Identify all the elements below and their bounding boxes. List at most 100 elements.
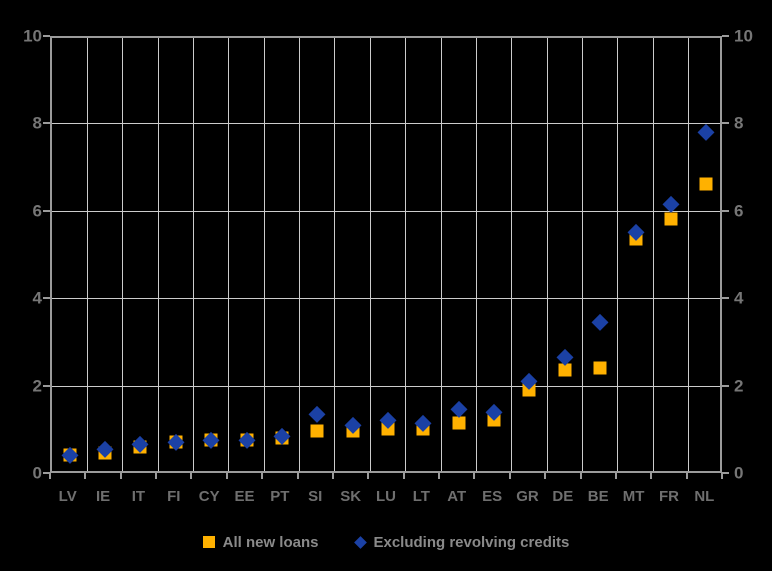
x-tick-label: BE [587,488,609,505]
x-tick-label: LU [376,488,396,505]
y-tick-label-left: 8 [32,113,42,133]
data-point-square [310,424,324,438]
y-tick-label-right: 0 [734,463,744,483]
x-tick-label: FR [658,488,679,505]
gridline-v [334,38,336,471]
gridline-h [52,385,720,387]
y-axis-tick-left [43,209,50,212]
x-axis-tick [438,473,441,479]
gridline-v [617,38,619,471]
data-point-square [593,361,607,375]
x-axis-tick [261,473,264,479]
x-tick-label: SI [308,488,323,505]
x-tick-label: ES [482,488,503,505]
y-axis-tick-left [43,122,50,125]
x-axis-tick [84,473,87,479]
x-axis-tick [190,473,193,479]
diamond-marker-icon [354,535,368,549]
data-point-diamond [309,405,326,422]
gridline-v [369,38,371,471]
y-axis-tick-right [722,472,729,474]
gridline-v [157,38,159,471]
y-axis-tick-left [43,297,50,300]
x-tick-label: MT [622,488,645,505]
x-axis-tick [544,473,547,479]
chart-legend: All new loans Excluding revolving credit… [0,531,772,553]
x-axis-tick [367,473,370,479]
x-axis-tick [685,473,688,479]
x-axis-tick [508,473,511,479]
gridline-v [405,38,407,471]
x-axis-tick [579,473,582,479]
gridline-v [263,38,265,471]
gridline-h [52,298,720,300]
x-axis-tick [155,473,158,479]
gridline-v [228,38,230,471]
x-axis-tick [650,473,653,479]
x-axis-tick [225,473,228,479]
legend-label: Excluding revolving credits [373,533,570,551]
x-tick-label: LT [412,488,430,505]
gridline-v [546,38,548,471]
data-point-square [452,416,466,430]
y-axis-tick-right [722,297,729,300]
data-point-diamond [698,123,715,141]
x-tick-label: CY [198,488,220,505]
gridline-v [652,38,654,471]
y-axis-tick-right [722,384,729,387]
x-axis-tick [473,473,476,479]
legend-item-all-new-loans: All new loans [202,533,319,551]
x-tick-label: PT [270,488,290,505]
x-axis-tick [49,473,51,479]
gridline-h [52,210,720,212]
x-axis-tick [721,473,723,479]
x-tick-label: SK [340,488,362,505]
y-tick-label-right: 4 [734,288,744,308]
x-axis-tick [402,473,405,479]
y-tick-label-right: 8 [734,113,744,133]
gridline-v [582,38,584,471]
y-tick-label-left: 4 [32,288,42,308]
x-axis-tick [331,473,334,479]
x-tick-label: NL [694,488,715,505]
x-tick-label: GR [516,488,539,505]
gridline-v [511,38,513,471]
data-point-square [664,212,678,226]
x-tick-label: LV [58,488,77,505]
data-point-square [558,363,572,377]
y-axis-tick-left [43,384,50,387]
x-tick-label: IE [95,488,111,505]
x-tick-label: FI [167,488,181,505]
x-tick-label: DE [552,488,574,505]
y-tick-label-right: 6 [734,201,744,221]
data-point-diamond [592,313,609,331]
y-tick-label-right: 2 [734,376,744,396]
y-axis-tick-right [722,122,729,125]
x-tick-label: EE [234,488,255,505]
y-tick-label-left: 6 [32,201,42,221]
square-marker-icon [202,536,215,548]
gridline-v [440,38,442,471]
gridline-h [52,123,720,125]
plot-area [50,36,722,473]
legend-item-excluding-revolving-credits: Excluding revolving credits [354,533,570,551]
x-axis-tick [296,473,299,479]
gridline-v [475,38,477,471]
y-tick-label-right: 10 [734,26,753,46]
y-axis-tick-left [43,472,50,474]
gridline-v [122,38,124,471]
y-tick-label-left: 10 [23,26,42,46]
y-axis-tick-right [722,35,729,37]
y-axis-tick-right [722,209,729,212]
data-point-square [699,177,713,191]
gridline-v [688,38,690,471]
legend-label: All new loans [222,533,319,551]
gridline-v [299,38,301,471]
y-tick-label-left: 2 [32,376,42,396]
x-axis-tick [614,473,617,479]
data-point-diamond [662,195,680,213]
gridline-v [192,38,194,471]
gridline-v [86,38,88,471]
y-tick-label-left: 0 [32,463,42,483]
